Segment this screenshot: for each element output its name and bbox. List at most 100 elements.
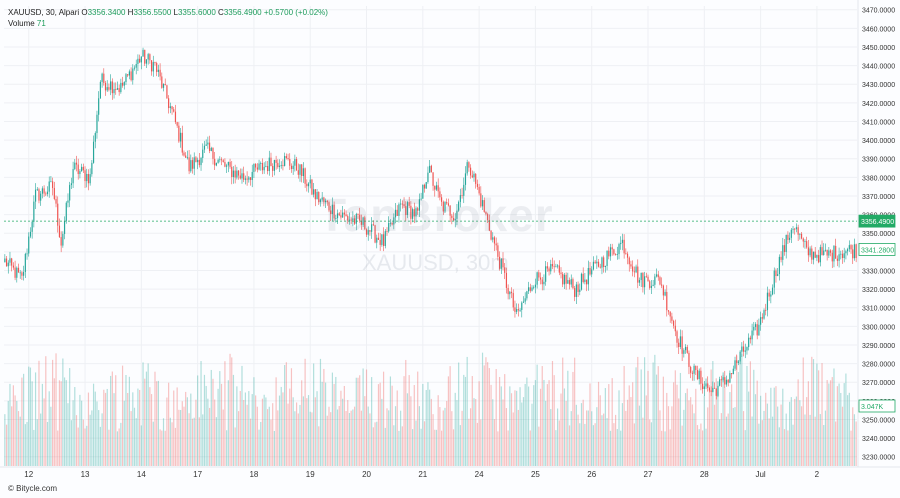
candle-body bbox=[4, 258, 6, 263]
candle-body bbox=[181, 132, 183, 153]
secondary-price-tag: 3341.2800 bbox=[858, 243, 896, 256]
volume-bar bbox=[174, 427, 177, 466]
time-tick-label: 21 bbox=[418, 470, 427, 479]
volume-bar bbox=[359, 375, 361, 466]
candle-body bbox=[113, 89, 115, 94]
candle-body bbox=[644, 276, 646, 288]
candle-body bbox=[829, 250, 832, 253]
candle-body bbox=[144, 49, 146, 64]
price-tick-label: 3270.0000 bbox=[862, 380, 895, 387]
volume-bar bbox=[34, 372, 37, 466]
candle-body bbox=[152, 62, 154, 72]
candle-body bbox=[507, 287, 509, 295]
volume-bar bbox=[323, 368, 325, 466]
volume-bar bbox=[159, 429, 161, 466]
candle-body bbox=[270, 157, 272, 166]
volume-bar bbox=[818, 370, 820, 466]
volume-bar bbox=[260, 421, 262, 466]
candle-body bbox=[244, 178, 246, 180]
volume-bar bbox=[468, 418, 470, 466]
volume-bar bbox=[855, 421, 857, 466]
volume-bar bbox=[478, 381, 480, 466]
volume-bar bbox=[770, 387, 772, 466]
volume-bar bbox=[789, 401, 791, 466]
candle-body bbox=[592, 261, 595, 270]
candle-body bbox=[306, 183, 308, 187]
volume-bar bbox=[140, 425, 142, 466]
candle-body bbox=[626, 253, 629, 258]
volume-bar bbox=[302, 396, 305, 466]
volume-bar bbox=[128, 376, 130, 466]
candle-body bbox=[768, 292, 770, 297]
volume-bar bbox=[700, 423, 702, 466]
candle-body bbox=[188, 157, 190, 172]
candle-body bbox=[645, 276, 647, 278]
candle-body bbox=[799, 233, 801, 235]
candle-body bbox=[545, 266, 547, 282]
volume-bar bbox=[539, 388, 542, 466]
candle-body bbox=[492, 237, 494, 240]
volume-bar bbox=[104, 392, 107, 466]
current-price-tag: 3356.4900 bbox=[858, 214, 896, 228]
volume-bar bbox=[224, 361, 226, 466]
volume-bar bbox=[831, 377, 833, 466]
volume-bar bbox=[512, 412, 514, 466]
candle-body bbox=[777, 274, 779, 277]
volume-bar bbox=[749, 361, 751, 466]
candle-body bbox=[696, 370, 699, 380]
volume-bar bbox=[294, 411, 296, 466]
candle-body bbox=[376, 237, 378, 243]
candle-body bbox=[802, 238, 804, 242]
candle-body bbox=[621, 239, 624, 243]
volume-bar bbox=[761, 420, 763, 466]
time-tick-label: 28 bbox=[700, 470, 709, 479]
candle-body bbox=[727, 379, 729, 383]
volume-bar bbox=[275, 377, 277, 466]
price-axis[interactable]: 3470.0000 3460.0000 3450.0000 3440.0000 3430… bbox=[858, 8, 896, 462]
candle-body bbox=[852, 249, 854, 259]
candle-body bbox=[498, 256, 501, 269]
candle-body bbox=[729, 373, 731, 383]
candle-body bbox=[623, 239, 625, 254]
price-tick-label: 3280.0000 bbox=[862, 362, 895, 369]
candle-body bbox=[524, 298, 526, 302]
candle-body bbox=[55, 199, 57, 204]
volume-bar bbox=[118, 428, 120, 466]
volume-bar bbox=[222, 409, 224, 466]
volume-bar bbox=[560, 393, 562, 466]
time-tick-label: 20 bbox=[362, 470, 371, 479]
candle-body bbox=[374, 225, 376, 243]
candle-body bbox=[686, 346, 688, 353]
candle-body bbox=[38, 189, 40, 201]
candle-body bbox=[410, 205, 412, 219]
volume-bar bbox=[79, 394, 81, 466]
candle-body bbox=[359, 214, 361, 221]
candle-body bbox=[495, 243, 497, 246]
candle-body bbox=[99, 81, 101, 99]
volume-bar bbox=[688, 400, 690, 466]
volume-bar bbox=[485, 357, 487, 466]
volume-bar bbox=[333, 383, 335, 466]
time-axis[interactable]: 12 13 14 17 18 19 20 21 24 25 26 27 28 Jul 2 bbox=[24, 470, 819, 479]
candle-body bbox=[596, 261, 598, 264]
volume-bar bbox=[686, 388, 688, 466]
candle-body bbox=[272, 165, 274, 171]
candle-body bbox=[11, 258, 13, 266]
volume-bar bbox=[236, 386, 238, 466]
volume-bar bbox=[403, 376, 405, 466]
candle-body bbox=[197, 159, 199, 163]
volume-bar bbox=[11, 406, 13, 466]
volume-bar bbox=[256, 406, 258, 466]
volume-bar bbox=[285, 362, 287, 466]
volume-bar bbox=[732, 407, 734, 466]
candle-body bbox=[128, 71, 130, 76]
volume-bar bbox=[113, 393, 115, 466]
candle-body bbox=[222, 160, 224, 163]
candle-body bbox=[555, 266, 557, 268]
candle-body bbox=[758, 324, 760, 336]
candle-body bbox=[753, 326, 755, 331]
candle-body bbox=[679, 336, 682, 347]
candle-body bbox=[318, 191, 320, 203]
candle-body bbox=[388, 223, 390, 232]
